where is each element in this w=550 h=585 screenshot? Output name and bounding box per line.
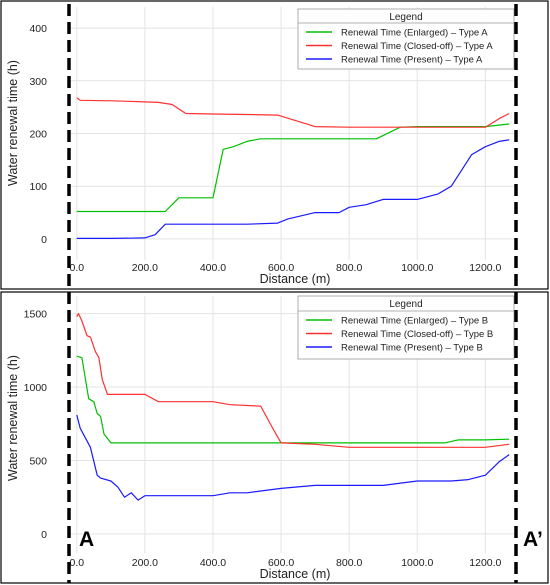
legend-type-a: Legend Renewal Time (Enlarged) – Type AR… [297,8,515,70]
y-tick-label-type-b-2: 1000 [24,382,48,394]
legend-label-type-a-0: Renewal Time (Enlarged) – Type A [341,28,488,39]
y-tick-label-type-a-2: 200 [29,129,47,141]
legend-label-type-b-0: Renewal Time (Enlarged) – Type B [341,316,488,327]
y-tick-label-type-b-1: 500 [29,455,47,467]
x-tick-label-type-b-3: 600.0 [268,557,294,569]
x-tick-label-type-a-3: 600.0 [268,262,294,274]
legend-label-type-b-2: Renewal Time (Present) – Type B [341,343,483,354]
x-axis-label-type-a: Distance (m) [260,272,331,286]
y-tick-label-type-b-0: 0 [41,529,47,541]
y-tick-label-type-b-3: 1500 [24,309,48,321]
y-tick-label-type-a-1: 100 [29,181,47,193]
chart-type-b: 0.0 200.0 400.0 600.0 800.0 1000.0 1200.0 0 500… [6,295,516,581]
legend-entries-type-a: Renewal Time (Enlarged) – Type A Renewal … [306,28,493,66]
series-line-type-b-1 [76,313,510,448]
legend-entries-type-b: Renewal Time (Enlarged) – Type B Renewal … [306,316,493,354]
legend-title-type-a: Legend [389,12,422,23]
series-group-type-a [76,97,510,239]
legend-title-type-b: Legend [389,299,422,310]
y-tick-label-type-a-0: 0 [41,234,47,246]
x-tick-label-type-b-4: 800.0 [336,557,362,569]
y-ticks-type-a: 0 100 200 300 400 [29,23,47,246]
x-axis-label-type-b: Distance (m) [260,567,331,581]
legend-box-type-b [297,295,515,360]
x-tick-label-type-a-5: 1000.0 [401,262,433,274]
chart-type-a: 0.0 200.0 400.0 600.0 800.0 1000.0 1200.0 0 100… [6,7,516,286]
x-tick-label-type-a-1: 200.0 [132,262,158,274]
legend-box-type-a [297,8,515,70]
y-tick-label-type-a-4: 400 [29,23,47,35]
x-tick-label-type-b-0: 0.0 [70,557,85,569]
section-label-a-prime: A’ [523,528,543,551]
x-tick-label-type-b-1: 200.0 [132,557,158,569]
x-tick-label-type-b-6: 1200.0 [469,557,501,569]
x-tick-label-type-a-0: 0.0 [70,262,85,274]
series-line-type-b-0 [76,355,510,444]
legend-label-type-b-1: Renewal Time (Closed-off) – Type B [341,329,493,340]
x-ticks-type-a: 0.0 200.0 400.0 600.0 800.0 1000.0 1200.0 [70,262,502,274]
series-group-type-b [76,313,510,501]
y-axis-label-type-a: Water renewal time (h) [6,60,20,186]
section-label-a: A [79,528,94,551]
x-tick-label-type-a-2: 400.0 [200,262,226,274]
series-line-type-a-2 [76,139,510,239]
x-tick-label-type-a-6: 1200.0 [469,262,501,274]
y-axis-label-type-b: Water renewal time (h) [6,355,20,481]
x-tick-label-type-a-4: 800.0 [336,262,362,274]
series-line-type-b-2 [76,414,510,501]
x-tick-label-type-b-5: 1000.0 [401,557,433,569]
y-ticks-type-b: 0 500 1000 1500 [24,309,48,541]
legend-label-type-a-2: Renewal Time (Present) – Type A [341,55,483,66]
y-tick-label-type-a-3: 300 [29,76,47,88]
x-ticks-type-b: 0.0 200.0 400.0 600.0 800.0 1000.0 1200.0 [70,557,502,569]
legend-label-type-a-1: Renewal Time (Closed-off) – Type A [341,41,493,52]
legend-type-b: Legend Renewal Time (Enlarged) – Type BR… [297,295,515,360]
x-tick-label-type-b-2: 400.0 [200,557,226,569]
series-line-type-a-1 [76,97,510,128]
